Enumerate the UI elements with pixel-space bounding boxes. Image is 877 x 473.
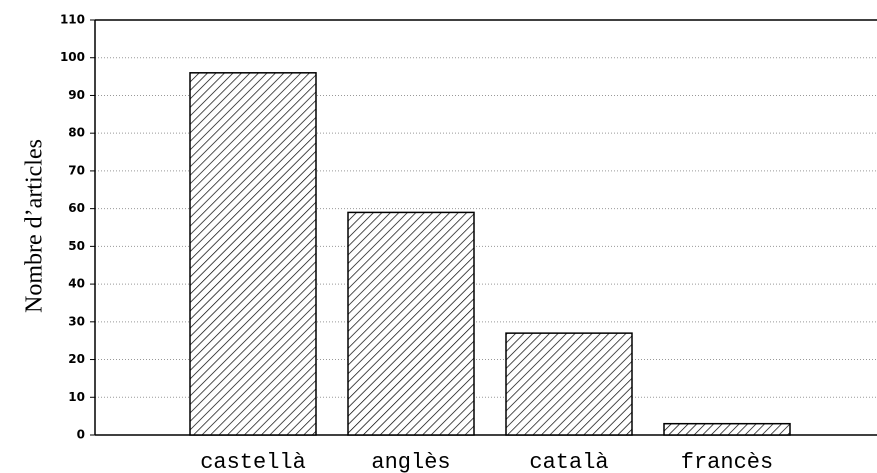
x-tick-label: català xyxy=(529,450,608,473)
y-tick-label: 10 xyxy=(68,390,85,404)
y-tick-label: 110 xyxy=(60,13,85,27)
y-tick-label: 20 xyxy=(68,352,85,366)
bar xyxy=(189,72,317,436)
bar xyxy=(347,211,475,436)
y-tick-label: 30 xyxy=(68,314,85,328)
y-axis-label: Nombre d’articles xyxy=(22,139,48,313)
y-tick-label: 0 xyxy=(77,428,85,442)
x-tick-label: anglès xyxy=(371,450,450,473)
y-tick-label: 50 xyxy=(68,239,85,253)
x-tick-label: castellà xyxy=(200,450,306,473)
bar xyxy=(505,332,633,436)
y-tick-label: 90 xyxy=(68,88,85,102)
bar xyxy=(663,422,791,436)
y-tick-label: 40 xyxy=(68,277,85,291)
y-tick-label: 70 xyxy=(68,163,85,177)
y-tick-label: 100 xyxy=(60,50,85,64)
y-tick-label: 80 xyxy=(68,126,85,140)
x-tick-label: francès xyxy=(681,450,773,473)
y-tick-label: 60 xyxy=(68,201,85,215)
